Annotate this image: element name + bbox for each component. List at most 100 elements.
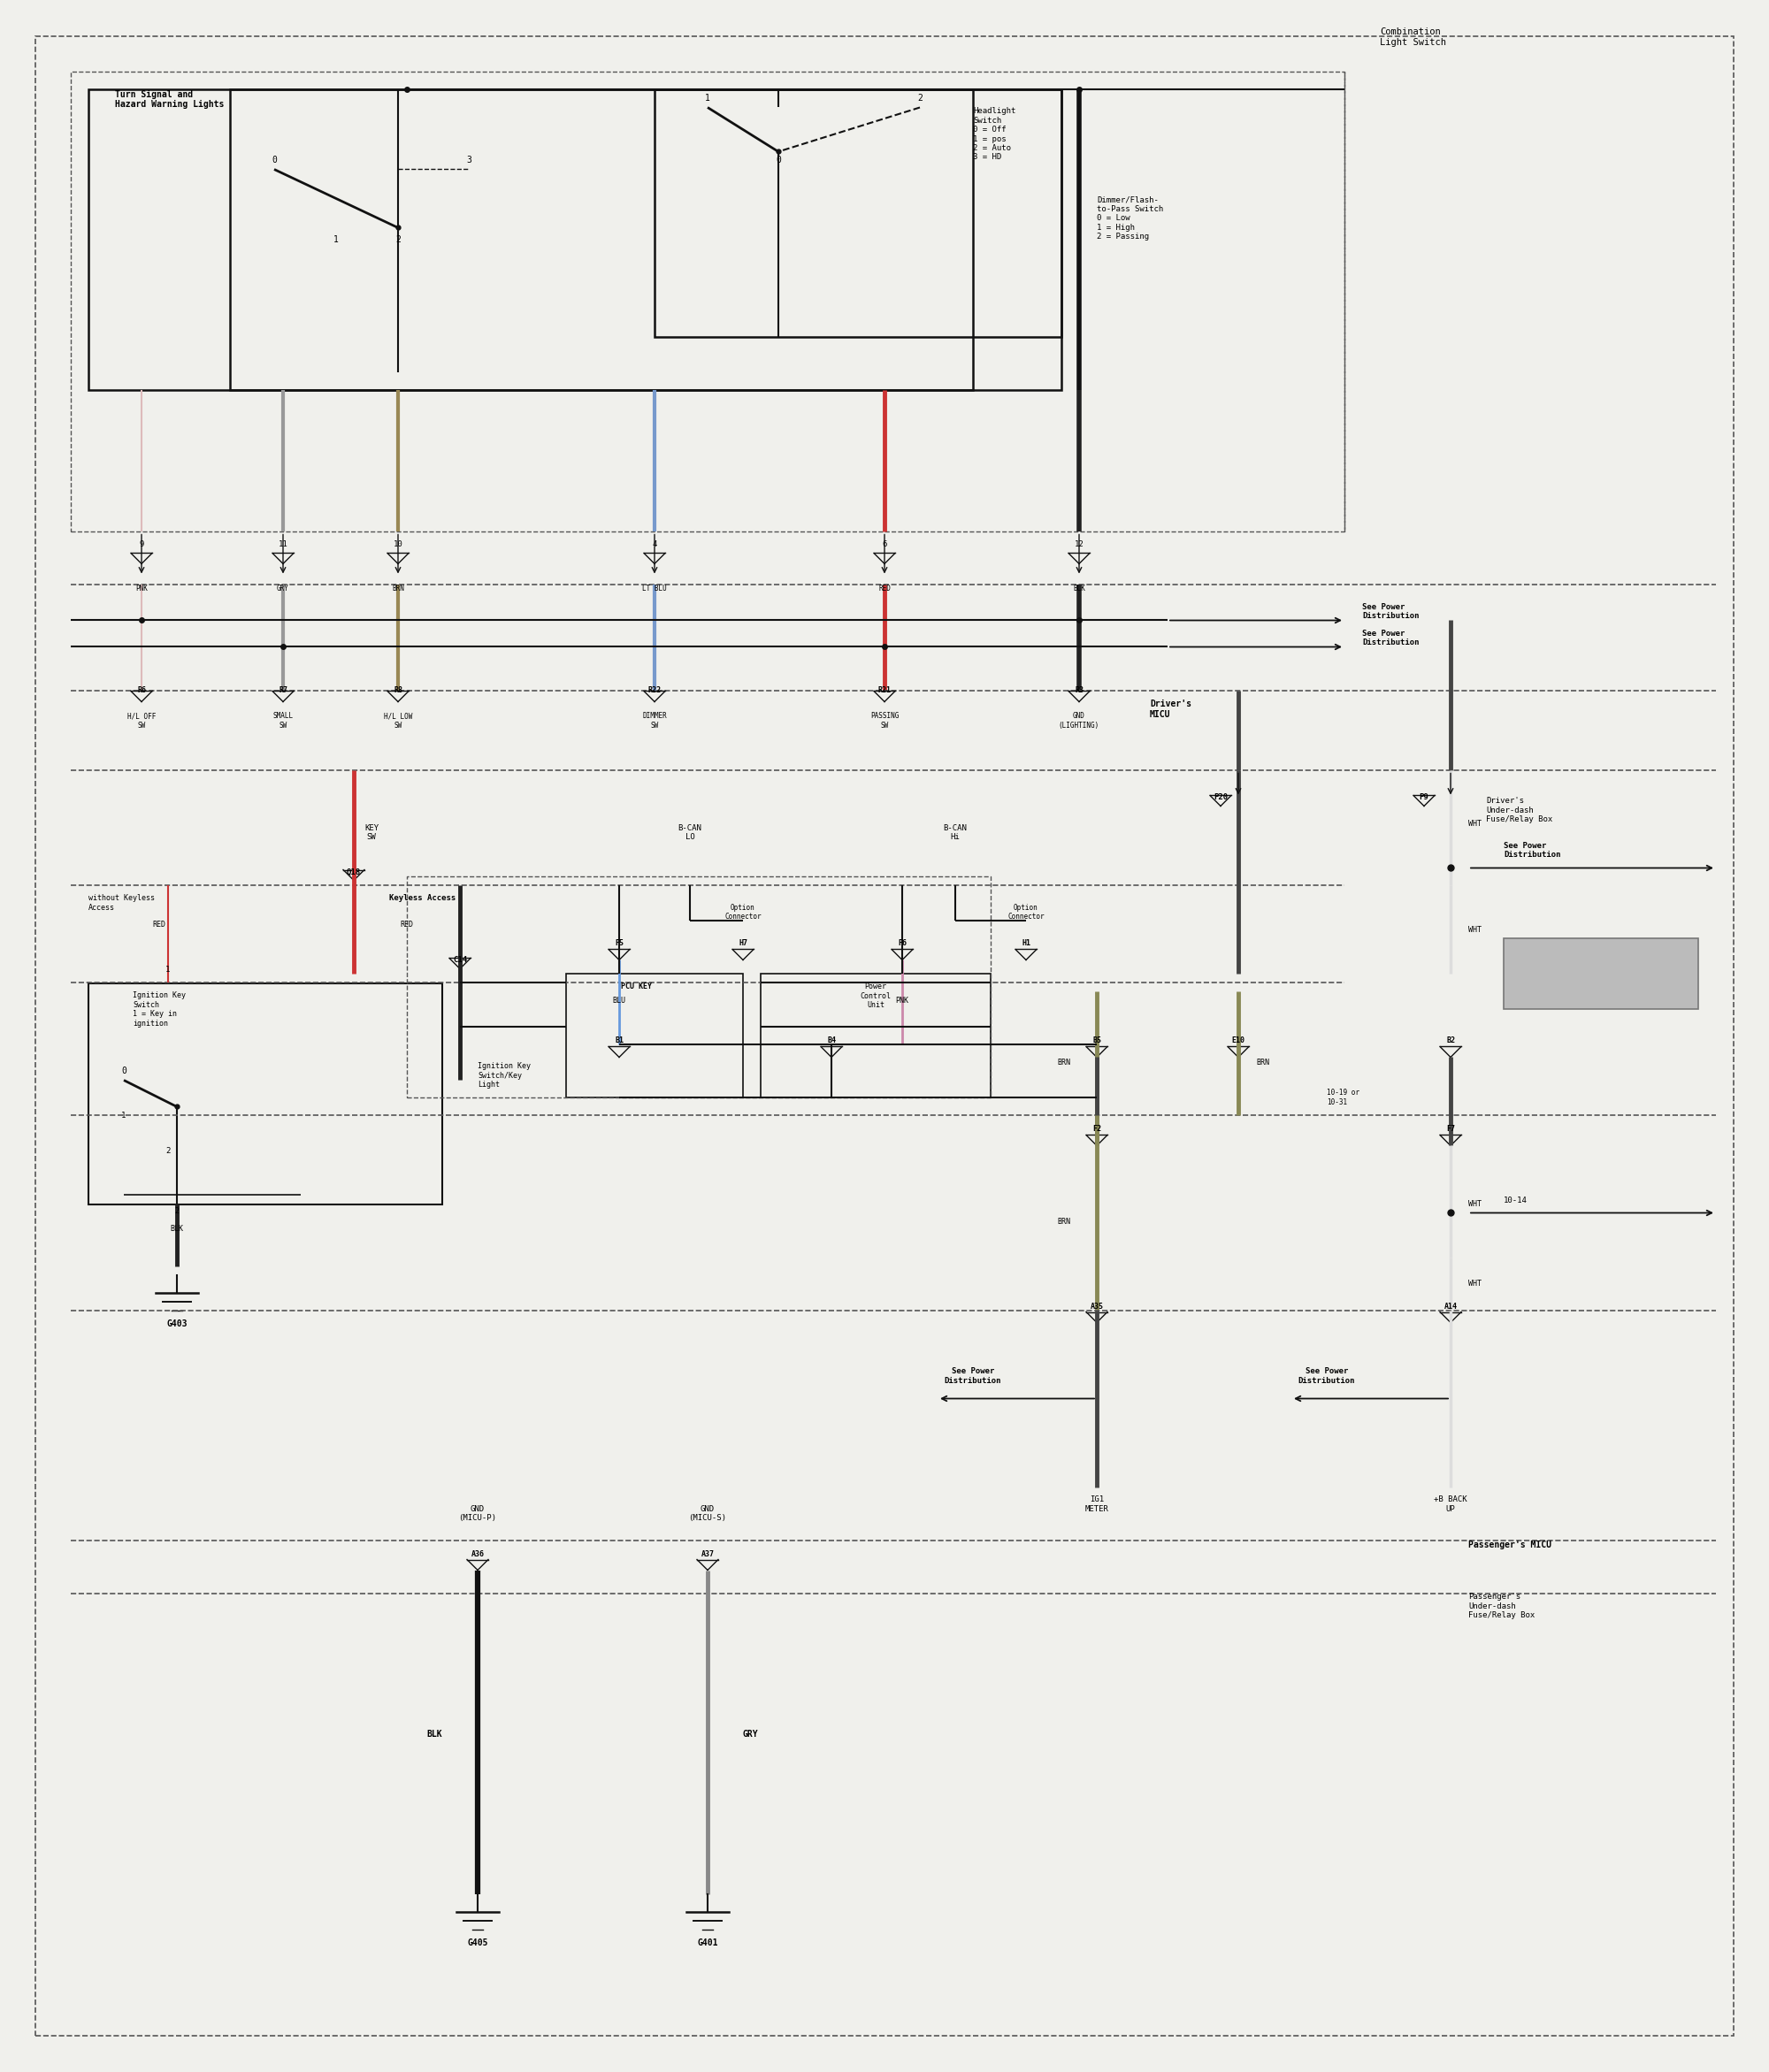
Text: without Keyless
Access: without Keyless Access [88,895,156,912]
Text: 3: 3 [467,155,471,166]
Text: G403: G403 [166,1320,188,1328]
Text: P20: P20 [1214,794,1228,802]
Text: B4: B4 [828,1036,837,1044]
Text: R7: R7 [280,686,287,694]
Text: H1: H1 [1022,939,1030,947]
Text: R6: R6 [138,686,145,694]
Text: Turn Signal and
Hazard Warning Lights: Turn Signal and Hazard Warning Lights [115,89,225,110]
Text: H/L LOW
SW: H/L LOW SW [384,713,412,729]
Text: BLK: BLK [1074,584,1084,593]
Text: GRY: GRY [278,584,288,593]
Text: 1: 1 [706,93,709,104]
Text: Combination
Light Switch: Combination Light Switch [1380,27,1447,48]
Text: WHT: WHT [1468,1280,1482,1287]
Bar [230,89,973,390]
Text: Dimmer/Flash-
to-Pass Switch
0 = Low
1 = High
2 = Passing: Dimmer/Flash- to-Pass Switch 0 = Low 1 =… [1097,197,1164,240]
Text: G405: G405 [467,1937,488,1948]
Text: R21: R21 [877,686,892,694]
Text: 2: 2 [166,1148,170,1154]
Text: Ignition Key
Switch/Key
Light: Ignition Key Switch/Key Light [478,1063,531,1090]
Text: SMALL
SW: SMALL SW [272,713,294,729]
Text: See Power
Distribution: See Power Distribution [1504,841,1560,860]
Bar [1504,939,1698,1009]
Text: See Power
Distribution: See Power Distribution [1362,630,1419,646]
Text: GRY: GRY [743,1730,759,1738]
Text: Headlight
Switch
0 = Off
1 = pos
2 = Auto
3 = HD: Headlight Switch 0 = Off 1 = pos 2 = Aut… [973,108,1015,162]
Text: Option
Connector: Option Connector [1008,903,1044,922]
Text: LT BLU: LT BLU [642,584,667,593]
Text: RED: RED [400,922,414,928]
Text: C14: C14 [453,957,467,963]
Text: P6: P6 [899,939,906,947]
Text: PCU KEY: PCU KEY [621,982,653,990]
Text: E10: E10 [1231,1036,1245,1044]
Text: 2: 2 [175,1208,179,1216]
Text: BRN: BRN [1058,1218,1070,1227]
Text: A14: A14 [1444,1301,1458,1310]
Text: A35: A35 [1090,1301,1104,1310]
Text: P9: P9 [1419,794,1429,802]
Text: BRN: BRN [1256,1059,1270,1067]
Text: DIMMER
SW: DIMMER SW [642,713,667,729]
Text: B2: B2 [1447,1036,1454,1044]
Text: PNK: PNK [895,997,909,1005]
Text: 0: 0 [777,155,780,166]
Text: B5: B5 [1093,1036,1100,1044]
Bar [655,89,1061,338]
Text: KEY
SW: KEY SW [364,825,379,841]
Text: A36: A36 [471,1550,485,1558]
Text: Power
Control
Unit: Power Control Unit [860,982,892,1009]
Text: 10: 10 [393,541,403,549]
Text: 11: 11 [278,541,288,549]
Text: R22: R22 [647,686,662,694]
Text: Driver's
Under-dash
Fuse/Relay Box: Driver's Under-dash Fuse/Relay Box [1486,798,1553,823]
Bar [761,974,991,1098]
Bar [407,876,991,1098]
Text: H7: H7 [739,939,747,947]
Text: 1: 1 [122,1111,126,1119]
Text: Q18: Q18 [347,868,361,876]
Text: 1: 1 [166,966,170,974]
Text: 4: 4 [653,541,656,549]
Text: 10-14: 10-14 [1504,1196,1527,1204]
Text: 10-19 or
10-31: 10-19 or 10-31 [1327,1090,1359,1106]
Text: +B BACK
UP: +B BACK UP [1435,1496,1467,1513]
Text: R3: R3 [1076,686,1083,694]
Text: GND
(LIGHTING): GND (LIGHTING) [1058,713,1100,729]
Text: R8: R8 [393,686,403,694]
Text: 2: 2 [396,236,400,244]
Text: See Power
Distribution: See Power Distribution [1298,1368,1355,1384]
Text: RED: RED [879,584,890,593]
Bar [566,974,743,1098]
Text: Passenger's
Under-dash
Fuse/Relay Box: Passenger's Under-dash Fuse/Relay Box [1468,1593,1535,1620]
Text: Ignition Key
Switch
1 = Key in
ignition: Ignition Key Switch 1 = Key in ignition [133,992,186,1028]
Text: 0: 0 [122,1067,126,1075]
Text: F7: F7 [1447,1125,1454,1133]
Text: 2: 2 [918,93,922,104]
Text: See Power
Distribution: See Power Distribution [945,1368,1001,1384]
Text: See Power
Distribution: See Power Distribution [1362,603,1419,620]
Text: H/L OFF
SW: H/L OFF SW [127,713,156,729]
Text: P5: P5 [616,939,623,947]
Text: G401: G401 [697,1937,718,1948]
Text: BLK: BLK [426,1730,442,1738]
Text: GND
(MICU-S): GND (MICU-S) [688,1504,727,1523]
Bar [88,982,442,1204]
Text: RED: RED [152,922,166,928]
Text: PASSING
SW: PASSING SW [870,713,899,729]
Text: PNK: PNK [136,584,147,593]
Text: 0: 0 [272,155,276,166]
Text: WHT: WHT [1468,1200,1482,1208]
Text: 9: 9 [140,541,143,549]
Text: BLK: BLK [170,1225,184,1233]
Bar [88,89,1061,390]
Text: A37: A37 [701,1550,715,1558]
Text: 1: 1 [334,236,338,244]
Text: BLU: BLU [612,997,626,1005]
Text: 12: 12 [1074,541,1084,549]
Text: Driver's
MICU: Driver's MICU [1150,700,1192,719]
Text: 6: 6 [883,541,886,549]
Text: GND
(MICU-P): GND (MICU-P) [458,1504,497,1523]
Text: Keyless Access: Keyless Access [389,895,456,903]
Bar [71,73,1344,533]
